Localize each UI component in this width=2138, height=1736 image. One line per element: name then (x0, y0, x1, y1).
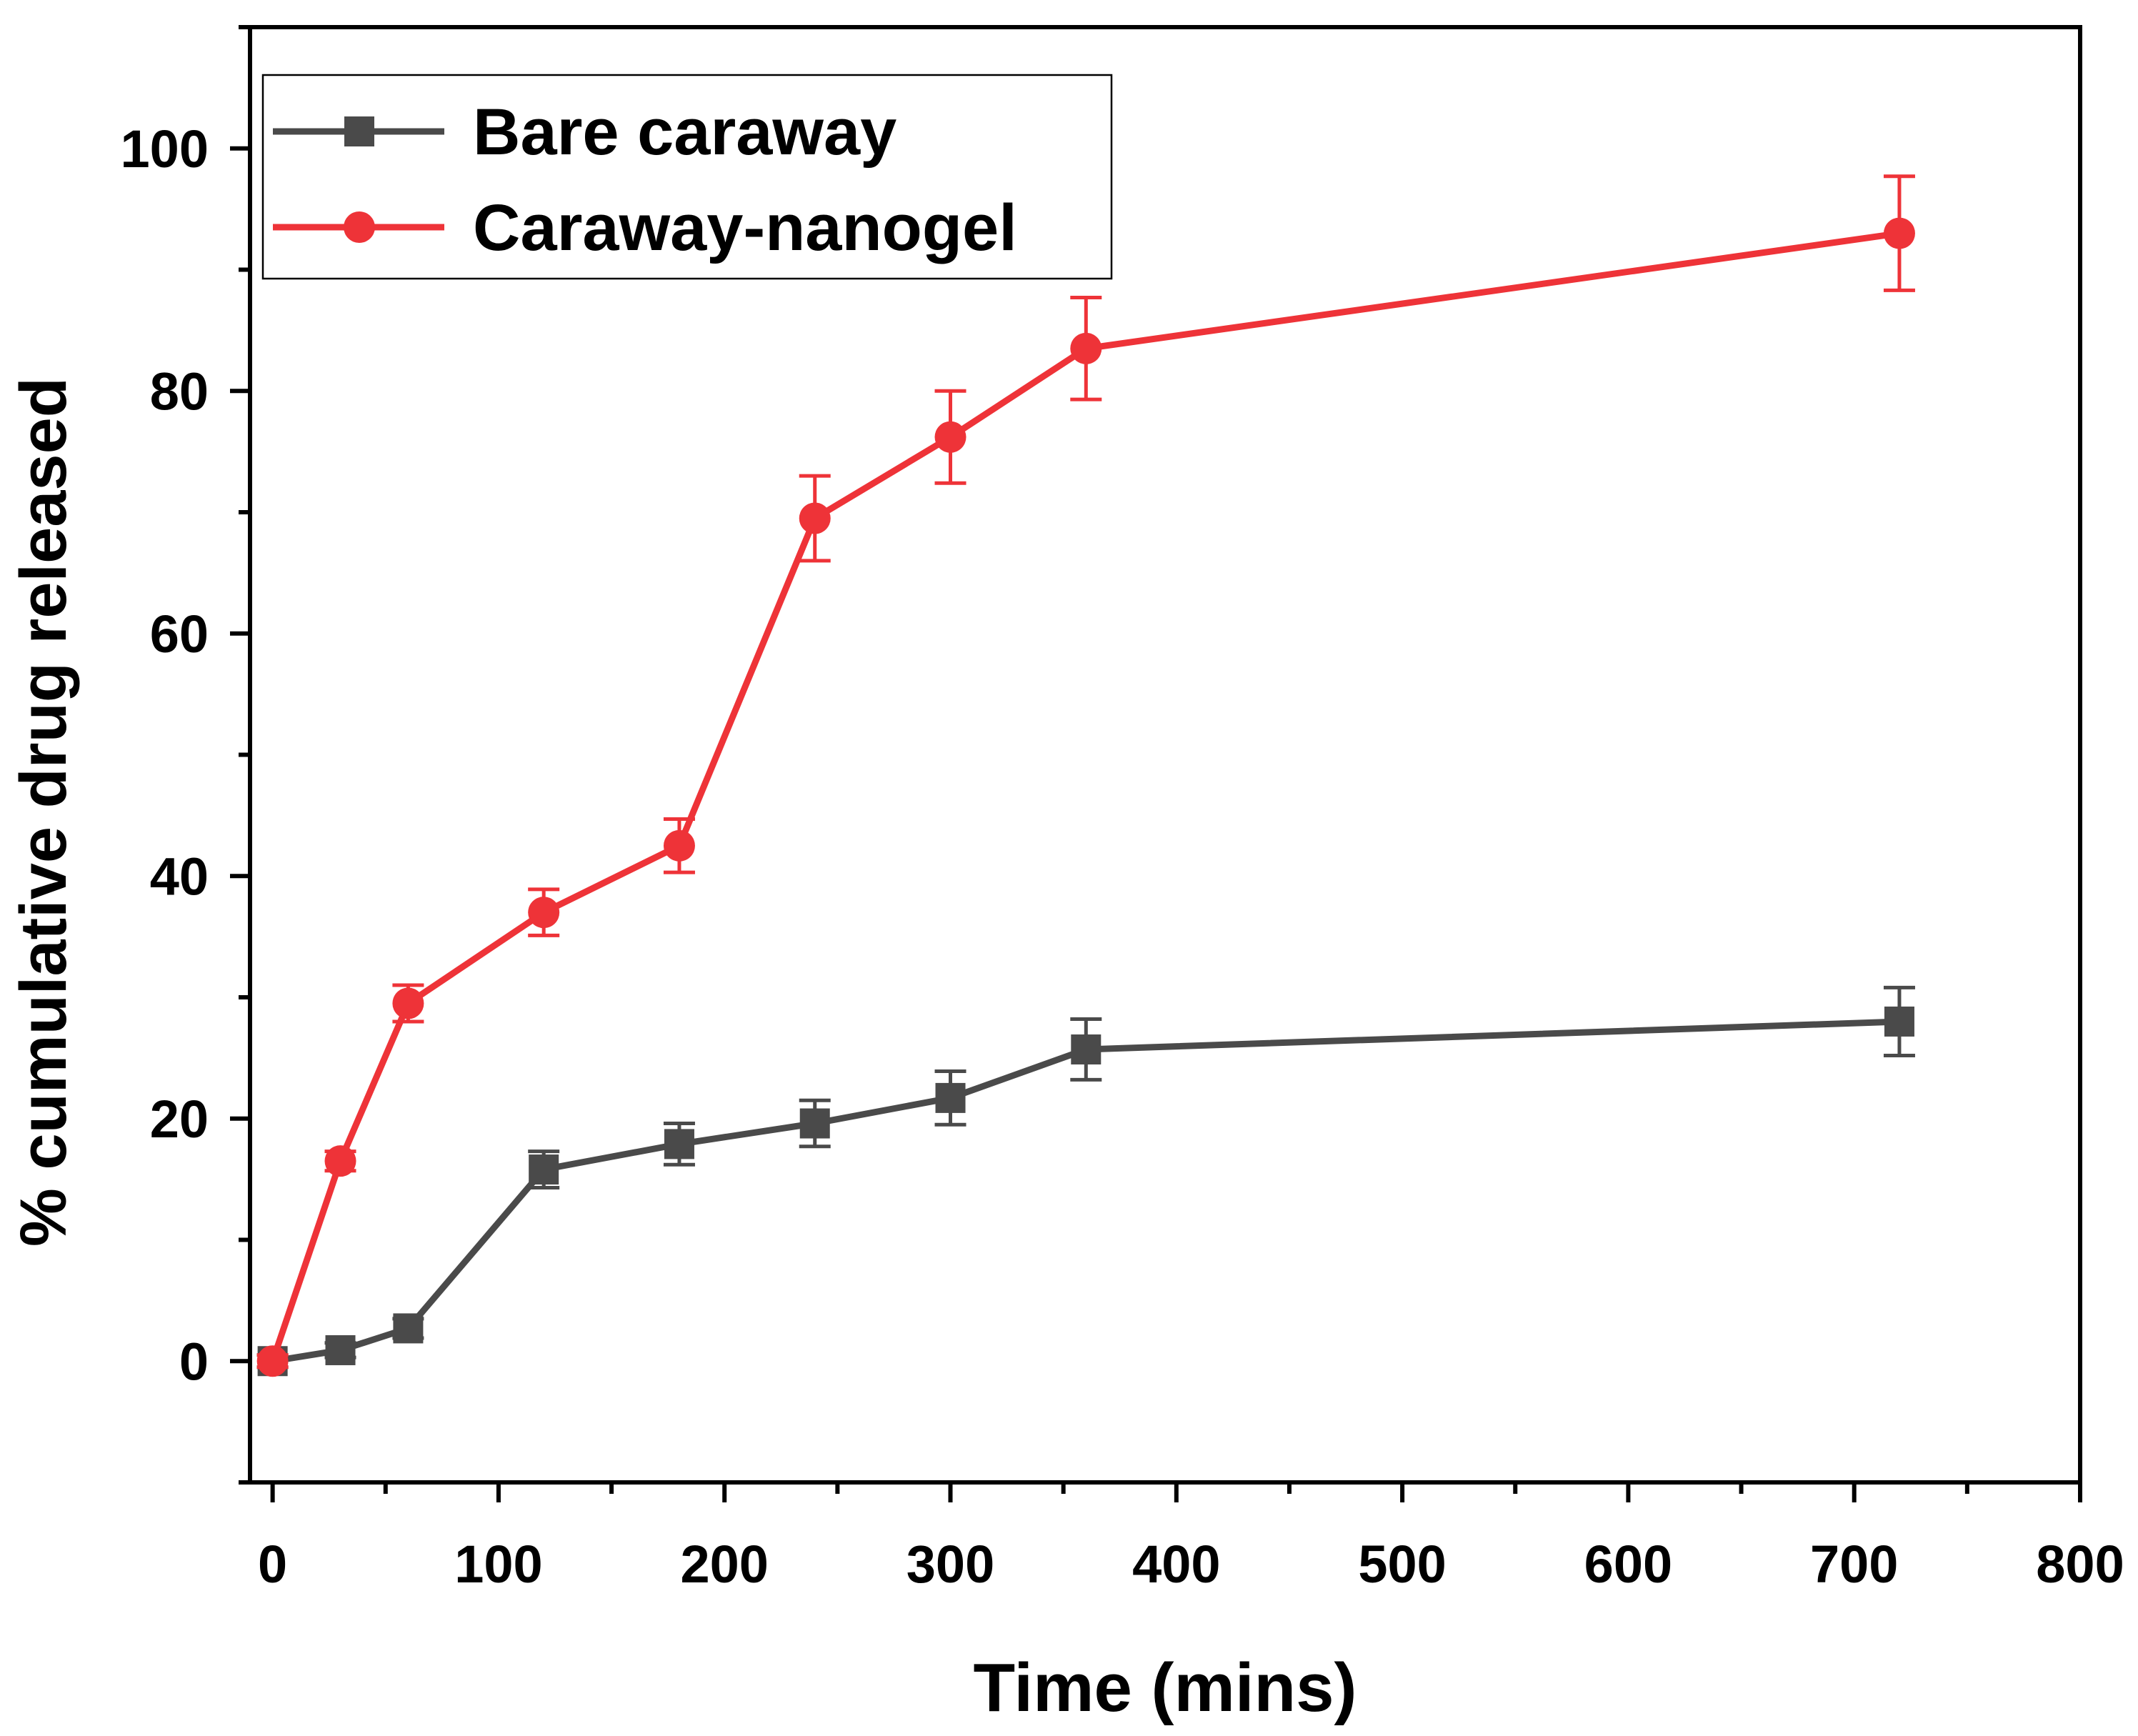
y-axis-label: % cumulative drug released (7, 377, 80, 1247)
y-tick-label: 20 (150, 1089, 209, 1149)
plot-area (256, 174, 1915, 1377)
legend-label-caraway-nanogel: Caraway-nanogel (473, 191, 1017, 264)
data-point (393, 1313, 424, 1344)
y-tick-label: 40 (150, 847, 209, 906)
data-point (1884, 1006, 1914, 1037)
legend: Bare caraway Caraway-nanogel (261, 74, 1113, 280)
data-point (1071, 1034, 1102, 1064)
x-axis-ticks: 0 100 200 300 400 500 600 700 800 (258, 1482, 2124, 1594)
x-tick-label: 600 (1584, 1535, 1672, 1594)
data-point (935, 1082, 966, 1113)
x-tick-label: 300 (906, 1535, 994, 1594)
x-tick-label: 0 (258, 1535, 287, 1594)
y-tick-label: 0 (179, 1332, 209, 1391)
data-point (663, 829, 695, 862)
data-point (934, 421, 966, 453)
legend-swatch-bare-caraway (273, 116, 444, 146)
x-tick-label: 100 (454, 1535, 542, 1594)
x-axis-label: Time (mins) (974, 1650, 1357, 1726)
y-axis-ticks: 0 20 40 60 80 100 (121, 25, 250, 1485)
y-tick-label: 60 (150, 604, 209, 664)
x-tick-label: 800 (2036, 1535, 2124, 1594)
legend-label-bare-caraway: Bare caraway (473, 96, 896, 169)
x-tick-label: 500 (1358, 1535, 1446, 1594)
data-point (324, 1145, 356, 1177)
data-point (256, 1345, 289, 1377)
data-point (392, 987, 424, 1019)
legend-swatch-marker (344, 116, 374, 146)
x-tick-label: 400 (1132, 1535, 1220, 1594)
data-point (799, 502, 831, 534)
data-point (1070, 332, 1102, 364)
data-point (799, 1108, 830, 1139)
y-tick-label: 80 (150, 361, 209, 421)
data-point (528, 897, 560, 929)
data-point (664, 1129, 694, 1159)
legend-box (261, 74, 1113, 280)
data-point (325, 1335, 356, 1365)
y-tick-label: 100 (121, 119, 209, 179)
legend-swatch-caraway-nanogel (273, 211, 444, 243)
data-point (529, 1154, 559, 1185)
x-tick-label: 700 (1810, 1535, 1898, 1594)
series-caraway-nanogel (256, 174, 1915, 1377)
legend-swatch-marker (344, 211, 375, 243)
x-tick-label: 200 (680, 1535, 768, 1594)
data-point (1883, 217, 1915, 249)
plot-frame (248, 25, 2082, 1485)
